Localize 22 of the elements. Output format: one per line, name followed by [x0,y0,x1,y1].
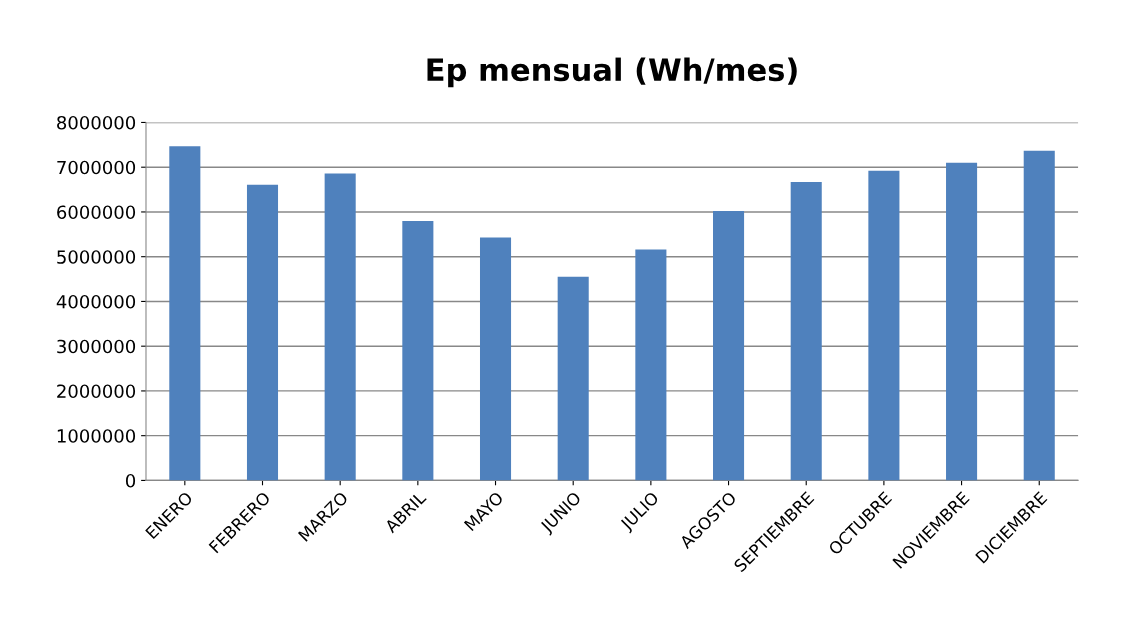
bar [557,276,589,481]
y-tick-label: 2000000 [57,384,136,399]
y-tick-label: 0 [125,473,136,488]
bar [946,162,978,481]
bar [713,211,745,481]
bar [169,146,201,481]
bar [246,184,279,481]
bar [868,170,900,481]
bar [324,173,356,481]
bar [479,237,512,481]
y-tick-label: 1000000 [57,429,136,443]
bar [1023,150,1055,481]
y-tick-label: 4000000 [56,294,136,309]
y-tick-label: 3000000 [57,339,136,354]
y-tick-label: 7000000 [57,160,136,175]
y-tick-label: 8000000 [57,115,136,130]
bar [402,220,434,481]
bar [635,249,667,481]
chart-title: Ep mensual (Wh/mes) [427,57,797,88]
y-tick-label: 5000000 [57,250,136,264]
y-tick-label: 6000000 [57,205,136,220]
bar [790,181,822,481]
